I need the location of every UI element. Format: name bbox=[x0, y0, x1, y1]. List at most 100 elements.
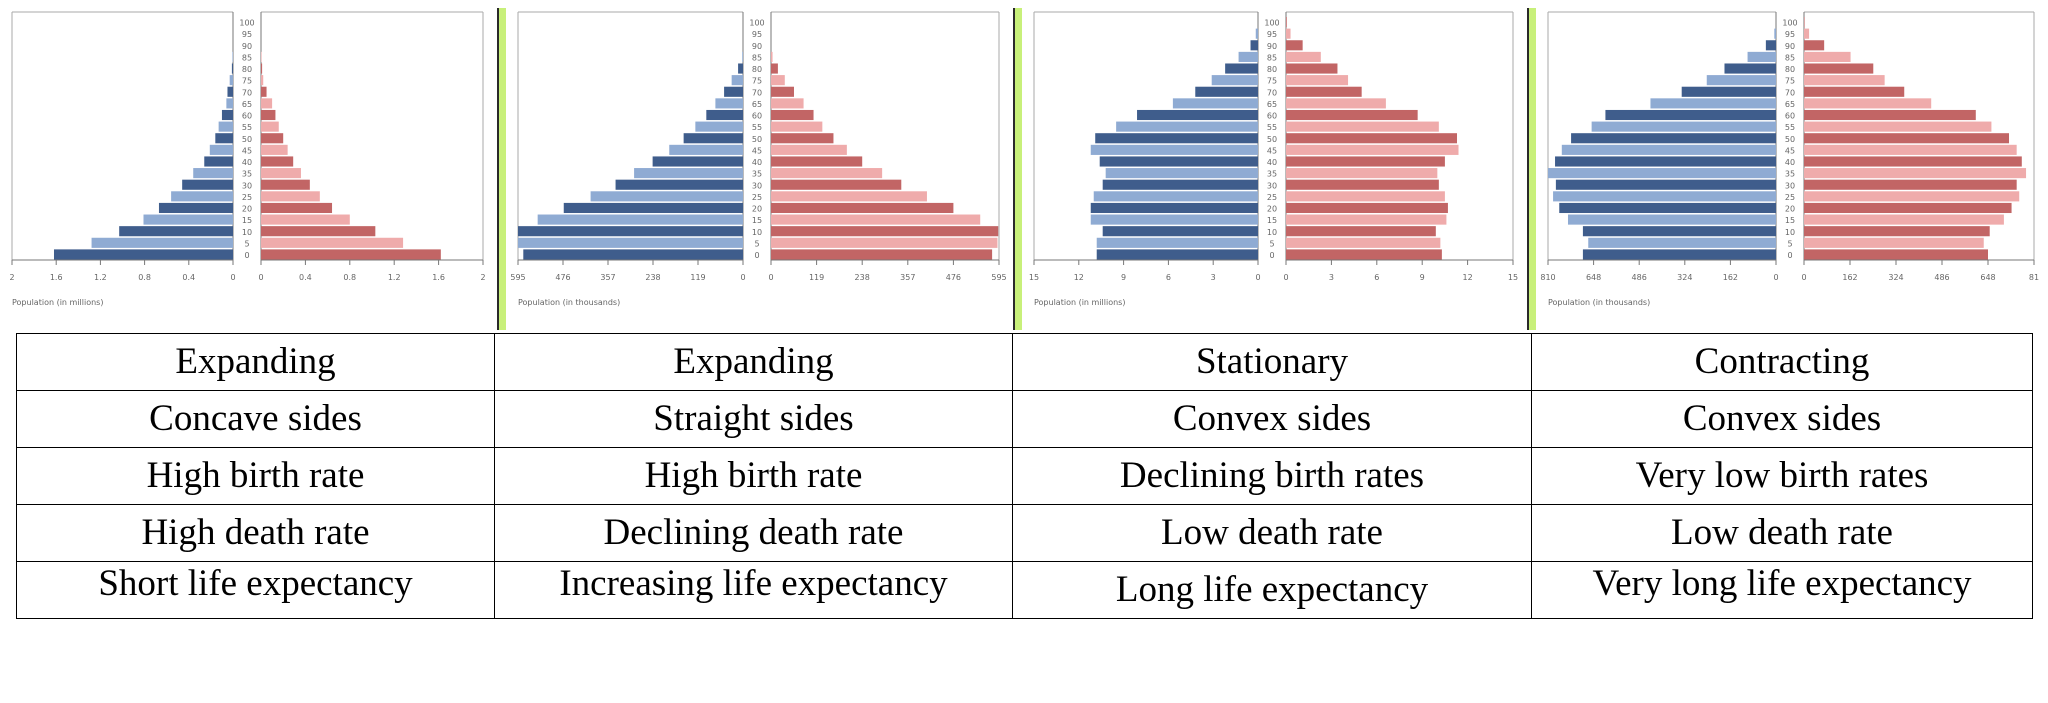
female-bar bbox=[1286, 156, 1445, 167]
female-bar bbox=[771, 202, 954, 214]
male-bar bbox=[1724, 63, 1776, 74]
age-label: 50 bbox=[752, 135, 762, 144]
female-bar bbox=[1804, 98, 1932, 109]
age-label: 95 bbox=[1267, 30, 1277, 39]
male-bar bbox=[1099, 156, 1258, 167]
female-bar bbox=[1286, 109, 1418, 121]
age-label: 35 bbox=[242, 170, 252, 179]
female-bar bbox=[1286, 168, 1438, 179]
x-tick-label: 648 bbox=[1980, 273, 1995, 282]
x-tick-label: 0 bbox=[1801, 273, 1806, 282]
x-axis-label: Population (in millions) bbox=[12, 298, 103, 307]
x-tick-label: 162 bbox=[1842, 273, 1857, 282]
female-bar bbox=[1804, 202, 2012, 214]
x-tick-label: 3 bbox=[1329, 273, 1334, 282]
male-bar bbox=[1238, 51, 1258, 62]
male-bar bbox=[1096, 237, 1258, 248]
x-tick-label: 0.4 bbox=[299, 273, 312, 282]
age-label: 60 bbox=[1267, 112, 1277, 121]
female-bar bbox=[1286, 17, 1287, 28]
female-bar bbox=[1286, 40, 1303, 51]
male-bar bbox=[1225, 63, 1258, 74]
female-bar bbox=[771, 144, 847, 155]
male-bar bbox=[742, 51, 743, 62]
x-tick-label: 595 bbox=[510, 273, 525, 282]
table-cell: Expanding bbox=[16, 333, 495, 391]
age-label: 100 bbox=[1264, 19, 1279, 28]
age-label: 65 bbox=[752, 100, 762, 109]
pyramid-svg: 0 5 10 15 20 25 30 35 40 45 50 55 60 65 70 75 80 85 90 95 10… bbox=[510, 11, 1007, 307]
female-bar bbox=[261, 249, 441, 260]
age-label: 90 bbox=[1785, 42, 1795, 51]
age-label: 40 bbox=[752, 158, 762, 167]
female-bar bbox=[771, 237, 998, 248]
age-label: 35 bbox=[1785, 170, 1795, 179]
male-bar bbox=[229, 75, 233, 86]
female-bar bbox=[771, 63, 778, 74]
age-label: 45 bbox=[1267, 146, 1277, 155]
table-cell: Declining death rate bbox=[494, 504, 1013, 562]
female-bar bbox=[771, 191, 927, 202]
male-bar bbox=[1255, 28, 1258, 39]
age-label: 70 bbox=[752, 88, 762, 97]
age-label: 25 bbox=[242, 193, 252, 202]
male-bar bbox=[1591, 121, 1776, 132]
female-bar bbox=[1804, 191, 2020, 202]
male-bar bbox=[731, 75, 743, 86]
x-tick-label: 238 bbox=[855, 273, 870, 282]
female-bar bbox=[1286, 214, 1447, 225]
female-bar bbox=[261, 237, 404, 248]
x-tick-label: 0 bbox=[1255, 273, 1260, 282]
female-bar bbox=[261, 98, 273, 109]
age-label: 25 bbox=[1267, 193, 1277, 202]
male-bar bbox=[53, 249, 233, 260]
age-label: 0 bbox=[754, 251, 759, 260]
table-cell: Stationary bbox=[1012, 333, 1532, 391]
age-label: 10 bbox=[1267, 228, 1277, 237]
male-bar bbox=[1105, 168, 1258, 179]
age-label: 75 bbox=[752, 77, 762, 86]
male-bar bbox=[1747, 51, 1776, 62]
female-bar bbox=[771, 51, 773, 62]
age-label: 40 bbox=[242, 158, 252, 167]
female-bar bbox=[1804, 75, 1885, 86]
male-bar bbox=[563, 202, 743, 214]
x-tick-label: 1.2 bbox=[388, 273, 401, 282]
table-cell: Low death rate bbox=[1531, 504, 2033, 562]
female-bar bbox=[771, 168, 883, 179]
age-label: 100 bbox=[239, 19, 254, 28]
female-bar bbox=[771, 109, 814, 121]
male-bar bbox=[518, 237, 743, 248]
male-bar bbox=[119, 226, 233, 237]
x-tick-label: 9 bbox=[1420, 273, 1425, 282]
age-label: 80 bbox=[242, 65, 252, 74]
male-bar bbox=[204, 156, 233, 167]
age-label: 65 bbox=[1785, 100, 1795, 109]
x-tick-label: 6 bbox=[1374, 273, 1379, 282]
age-label: 40 bbox=[1267, 158, 1277, 167]
x-tick-label: 357 bbox=[900, 273, 915, 282]
age-label: 75 bbox=[242, 77, 252, 86]
male-bar bbox=[1548, 168, 1776, 179]
male-bar bbox=[738, 63, 743, 74]
age-label: 20 bbox=[1267, 205, 1277, 214]
male-bar bbox=[193, 168, 233, 179]
female-bar bbox=[261, 121, 279, 132]
x-tick-label: 0.8 bbox=[138, 273, 151, 282]
age-label: 85 bbox=[752, 53, 762, 62]
age-label: 15 bbox=[242, 216, 252, 225]
age-label: 20 bbox=[1785, 205, 1795, 214]
male-bar bbox=[1102, 179, 1258, 190]
female-bar bbox=[1286, 98, 1386, 109]
table-cell: Short life expectancy bbox=[16, 561, 495, 619]
age-label: 85 bbox=[242, 53, 252, 62]
x-tick-label: 119 bbox=[690, 273, 705, 282]
age-label: 95 bbox=[1785, 30, 1795, 39]
male-bar bbox=[1588, 237, 1776, 248]
female-bar bbox=[1286, 249, 1442, 260]
female-bar bbox=[1286, 75, 1349, 86]
female-bar bbox=[771, 226, 999, 237]
female-bar bbox=[1286, 28, 1291, 39]
age-label: 30 bbox=[1267, 181, 1277, 190]
x-tick-label: 12 bbox=[1074, 273, 1084, 282]
